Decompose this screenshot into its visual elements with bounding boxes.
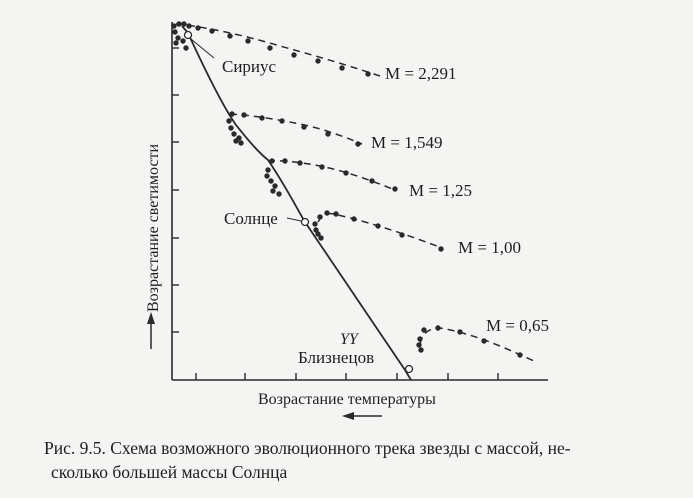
x-ticks xyxy=(195,373,499,380)
track-point-m2291 xyxy=(183,45,189,51)
track-point-m1549 xyxy=(355,141,361,147)
track-point-m125 xyxy=(392,186,398,192)
y-axis-label: Возрастание светимости xyxy=(145,143,162,312)
track-point-m065 xyxy=(416,342,422,348)
track-point-m125 xyxy=(343,170,349,176)
evolutionary-track-diagram: Сириус Солнце YY Близнецов M = 2,291 M =… xyxy=(145,21,549,420)
y-ticks xyxy=(172,47,179,333)
track-point-m2291 xyxy=(175,35,181,41)
track-point-m100 xyxy=(333,211,339,217)
track-point-m1549 xyxy=(238,140,244,146)
x-axis-label: Возрастание температуры xyxy=(258,391,436,408)
track-point-m1549 xyxy=(325,131,331,137)
track-point-m125 xyxy=(272,183,278,189)
track-point-m125 xyxy=(264,173,270,179)
track-point-m125 xyxy=(319,164,325,170)
track-point-m065 xyxy=(435,325,441,331)
track-point-m100 xyxy=(317,214,323,220)
track-point-m100 xyxy=(312,221,318,227)
track-point-m065 xyxy=(418,347,424,353)
yy-gem-marker xyxy=(404,364,414,374)
track-point-m2291 xyxy=(171,23,177,29)
track-point-m100 xyxy=(313,227,319,233)
track-point-m2291 xyxy=(209,28,215,34)
dots-layer xyxy=(171,21,523,358)
track-point-m1549 xyxy=(226,118,232,124)
sirius-label: Сириус xyxy=(222,57,277,76)
track-m1549 xyxy=(229,113,363,145)
caption-line-2: сколько большей массы Солнца xyxy=(51,462,288,482)
track-point-m1549 xyxy=(228,125,234,131)
track-point-m100 xyxy=(324,210,330,216)
track-point-m125 xyxy=(282,158,288,164)
track-point-m1549 xyxy=(279,118,285,124)
main-sequence-line xyxy=(181,25,412,381)
track-point-m2291 xyxy=(172,29,178,35)
track-point-m125 xyxy=(265,167,271,173)
track-point-m100 xyxy=(318,235,324,241)
track-point-m1549 xyxy=(231,131,237,137)
track-point-m065 xyxy=(417,336,423,342)
track-point-m065 xyxy=(517,352,523,358)
caption-line-1: Рис. 9.5. Схема возможного эволюционного… xyxy=(44,438,571,458)
sirius-marker xyxy=(183,30,193,40)
figure-caption: Рис. 9.5. Схема возможного эволюционного… xyxy=(44,436,674,484)
track-m125 xyxy=(267,160,396,191)
track-point-m125 xyxy=(297,160,303,166)
track-point-m2291 xyxy=(365,71,371,77)
track-point-m125 xyxy=(369,178,375,184)
track-point-m065 xyxy=(457,329,463,335)
track-point-m065 xyxy=(421,327,427,333)
track-point-m2291 xyxy=(315,58,321,64)
track-label-m125: M = 1,25 xyxy=(409,181,472,200)
sun-leader xyxy=(286,217,302,222)
track-label-m065: M = 0,65 xyxy=(486,316,549,335)
track-point-m125 xyxy=(276,191,282,197)
y-axis-arrow xyxy=(147,312,155,349)
track-label-m2291: M = 2,291 xyxy=(385,64,456,83)
track-point-m2291 xyxy=(267,45,273,51)
gemini-label: Близнецов xyxy=(298,348,374,367)
track-m065 xyxy=(419,327,537,363)
track-point-m2291 xyxy=(227,33,233,39)
track-point-m2291 xyxy=(339,65,345,71)
axes xyxy=(171,22,548,381)
track-label-m1549: M = 1,549 xyxy=(371,133,442,152)
sun-marker xyxy=(300,217,310,227)
track-m2291 xyxy=(175,23,381,77)
yy-label: YY xyxy=(340,331,360,348)
track-point-m100 xyxy=(351,216,357,222)
track-m100 xyxy=(317,212,443,249)
track-point-m2291 xyxy=(180,38,186,44)
track-point-m1549 xyxy=(301,124,307,130)
track-point-m1549 xyxy=(259,115,265,121)
track-point-m2291 xyxy=(186,23,192,29)
track-point-m065 xyxy=(481,338,487,344)
track-point-m2291 xyxy=(245,38,251,44)
track-point-m2291 xyxy=(291,52,297,58)
track-point-m100 xyxy=(399,232,405,238)
track-point-m1549 xyxy=(241,112,247,118)
sirius-leader xyxy=(190,38,215,59)
track-point-m100 xyxy=(375,223,381,229)
track-point-m2291 xyxy=(195,25,201,31)
track-point-m125 xyxy=(269,158,275,164)
track-point-m125 xyxy=(268,178,274,184)
track-point-m1549 xyxy=(229,111,235,117)
track-point-m100 xyxy=(438,246,444,252)
x-axis-arrow xyxy=(342,412,382,420)
track-label-m100: M = 1,00 xyxy=(458,238,521,257)
track-point-m1549 xyxy=(233,138,239,144)
track-point-m2291 xyxy=(181,21,187,27)
track-point-m2291 xyxy=(176,21,182,27)
track-point-m2291 xyxy=(173,40,179,46)
track-point-m100 xyxy=(315,231,321,237)
sun-label: Солнце xyxy=(224,209,278,228)
track-point-m125 xyxy=(270,188,276,194)
